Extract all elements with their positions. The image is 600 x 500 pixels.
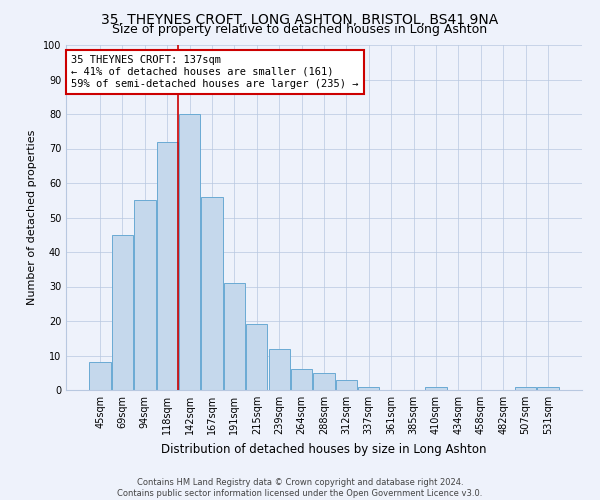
- Text: Size of property relative to detached houses in Long Ashton: Size of property relative to detached ho…: [112, 22, 488, 36]
- Bar: [224, 283, 245, 390]
- Bar: [157, 142, 178, 390]
- Bar: [336, 380, 357, 390]
- Bar: [313, 373, 335, 390]
- Bar: [134, 200, 155, 390]
- Bar: [112, 235, 133, 390]
- X-axis label: Distribution of detached houses by size in Long Ashton: Distribution of detached houses by size …: [161, 442, 487, 456]
- Bar: [89, 362, 111, 390]
- Bar: [179, 114, 200, 390]
- Bar: [202, 197, 223, 390]
- Text: 35 THEYNES CROFT: 137sqm
← 41% of detached houses are smaller (161)
59% of semi-: 35 THEYNES CROFT: 137sqm ← 41% of detach…: [71, 56, 359, 88]
- Bar: [269, 348, 290, 390]
- Bar: [246, 324, 268, 390]
- Bar: [291, 370, 312, 390]
- Bar: [537, 386, 559, 390]
- Y-axis label: Number of detached properties: Number of detached properties: [27, 130, 37, 305]
- Bar: [425, 386, 446, 390]
- Bar: [358, 386, 379, 390]
- Bar: [515, 386, 536, 390]
- Text: 35, THEYNES CROFT, LONG ASHTON, BRISTOL, BS41 9NA: 35, THEYNES CROFT, LONG ASHTON, BRISTOL,…: [101, 12, 499, 26]
- Text: Contains HM Land Registry data © Crown copyright and database right 2024.
Contai: Contains HM Land Registry data © Crown c…: [118, 478, 482, 498]
